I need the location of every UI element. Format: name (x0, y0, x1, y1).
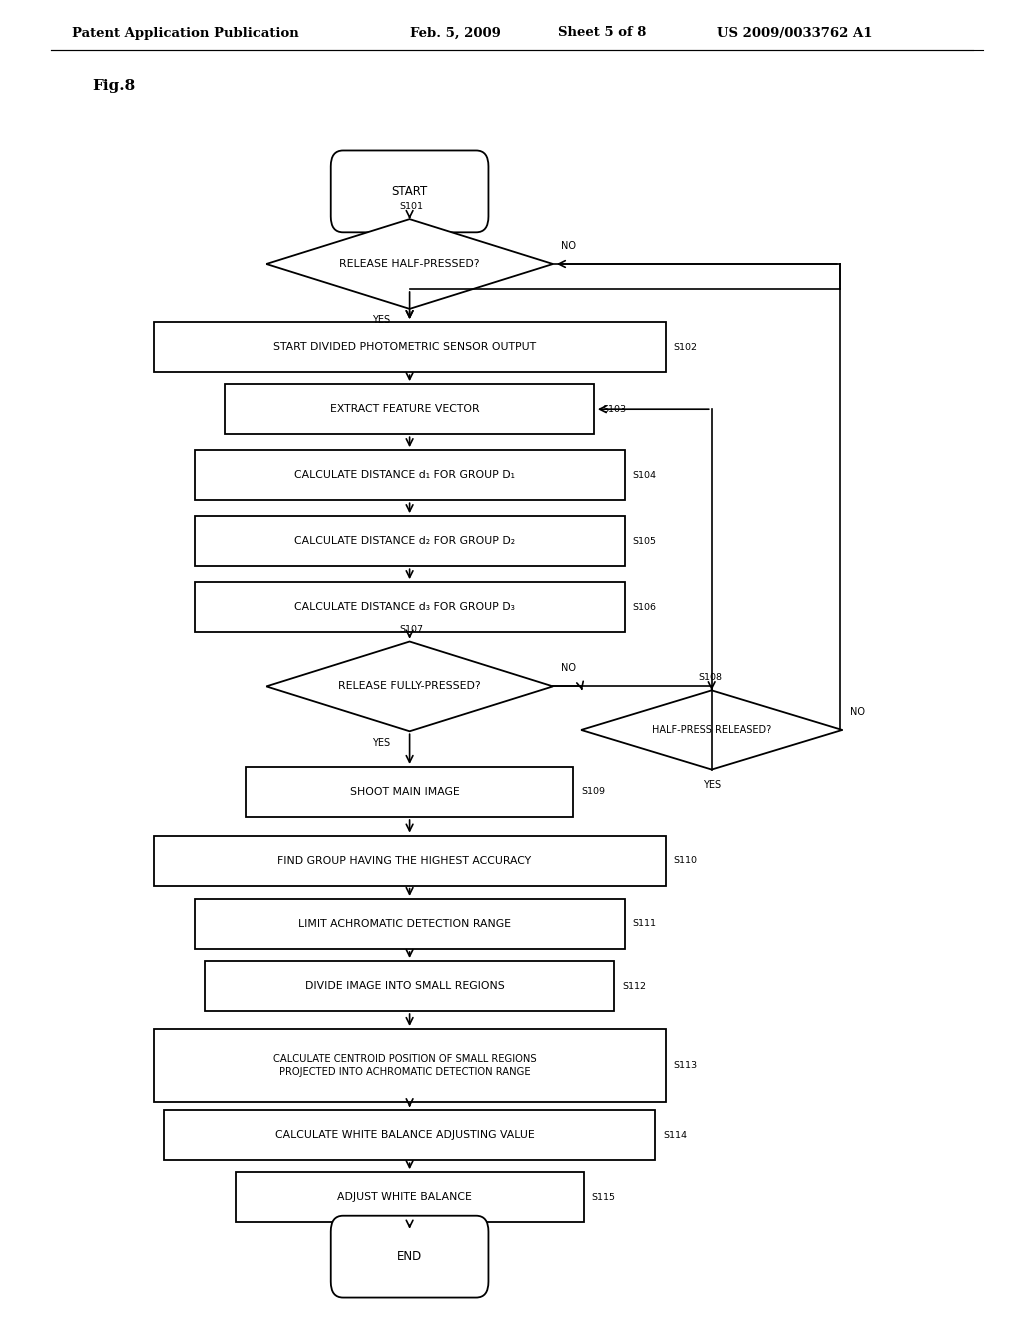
Text: NO: NO (561, 240, 577, 251)
Text: SHOOT MAIN IMAGE: SHOOT MAIN IMAGE (349, 787, 460, 797)
Bar (195, 516, 625, 566)
Text: RELEASE HALF-PRESSED?: RELEASE HALF-PRESSED? (339, 259, 480, 269)
Text: S109: S109 (582, 788, 605, 796)
Text: Feb. 5, 2009: Feb. 5, 2009 (410, 26, 501, 40)
Bar (164, 1110, 655, 1160)
FancyBboxPatch shape (331, 150, 488, 232)
Text: YES: YES (702, 780, 721, 791)
Polygon shape (266, 642, 553, 731)
Text: LIMIT ACHROMATIC DETECTION RANGE: LIMIT ACHROMATIC DETECTION RANGE (298, 919, 511, 929)
Bar (236, 1172, 584, 1222)
Text: S102: S102 (674, 343, 697, 351)
Text: CALCULATE DISTANCE d₁ FOR GROUP D₁: CALCULATE DISTANCE d₁ FOR GROUP D₁ (294, 470, 515, 480)
Text: ADJUST WHITE BALANCE: ADJUST WHITE BALANCE (337, 1192, 472, 1203)
Text: S106: S106 (633, 603, 656, 611)
Bar (225, 384, 594, 434)
Text: S113: S113 (674, 1061, 698, 1069)
Text: S104: S104 (633, 471, 656, 479)
Bar (246, 767, 573, 817)
Text: Patent Application Publication: Patent Application Publication (72, 26, 298, 40)
Text: S105: S105 (633, 537, 656, 545)
Bar (195, 450, 625, 500)
Text: START: START (391, 185, 428, 198)
Text: FIND GROUP HAVING THE HIGHEST ACCURACY: FIND GROUP HAVING THE HIGHEST ACCURACY (278, 855, 531, 866)
Text: S112: S112 (623, 982, 646, 990)
Text: CALCULATE WHITE BALANCE ADJUSTING VALUE: CALCULATE WHITE BALANCE ADJUSTING VALUE (274, 1130, 535, 1140)
Text: S101: S101 (399, 202, 423, 211)
FancyBboxPatch shape (331, 1216, 488, 1298)
Bar (195, 582, 625, 632)
Text: Sheet 5 of 8: Sheet 5 of 8 (558, 26, 646, 40)
Bar (205, 961, 614, 1011)
Text: S114: S114 (664, 1131, 687, 1139)
Text: DIVIDE IMAGE INTO SMALL REGIONS: DIVIDE IMAGE INTO SMALL REGIONS (304, 981, 505, 991)
Polygon shape (581, 690, 842, 770)
Text: YES: YES (372, 738, 390, 748)
Text: CALCULATE DISTANCE d₃ FOR GROUP D₃: CALCULATE DISTANCE d₃ FOR GROUP D₃ (294, 602, 515, 612)
Text: CALCULATE DISTANCE d₂ FOR GROUP D₂: CALCULATE DISTANCE d₂ FOR GROUP D₂ (294, 536, 515, 546)
Text: S107: S107 (399, 624, 423, 634)
Text: RELEASE FULLY-PRESSED?: RELEASE FULLY-PRESSED? (338, 681, 481, 692)
Text: S108: S108 (698, 673, 722, 682)
Bar (154, 322, 666, 372)
Text: S115: S115 (592, 1193, 615, 1201)
Bar (154, 836, 666, 886)
Text: NO: NO (850, 706, 865, 717)
Text: Fig.8: Fig.8 (92, 79, 135, 92)
Text: S110: S110 (674, 857, 697, 865)
Text: HALF-PRESS RELEASED?: HALF-PRESS RELEASED? (652, 725, 771, 735)
Text: EXTRACT FEATURE VECTOR: EXTRACT FEATURE VECTOR (330, 404, 479, 414)
Polygon shape (266, 219, 553, 309)
Text: NO: NO (561, 663, 577, 673)
Bar (195, 899, 625, 949)
Text: START DIVIDED PHOTOMETRIC SENSOR OUTPUT: START DIVIDED PHOTOMETRIC SENSOR OUTPUT (273, 342, 536, 352)
Text: S111: S111 (633, 920, 656, 928)
Text: S103: S103 (602, 405, 627, 413)
Text: CALCULATE CENTROID POSITION OF SMALL REGIONS
PROJECTED INTO ACHROMATIC DETECTION: CALCULATE CENTROID POSITION OF SMALL REG… (272, 1053, 537, 1077)
Text: YES: YES (372, 315, 390, 326)
Text: END: END (397, 1250, 422, 1263)
Text: US 2009/0033762 A1: US 2009/0033762 A1 (717, 26, 872, 40)
Bar (154, 1030, 666, 1101)
